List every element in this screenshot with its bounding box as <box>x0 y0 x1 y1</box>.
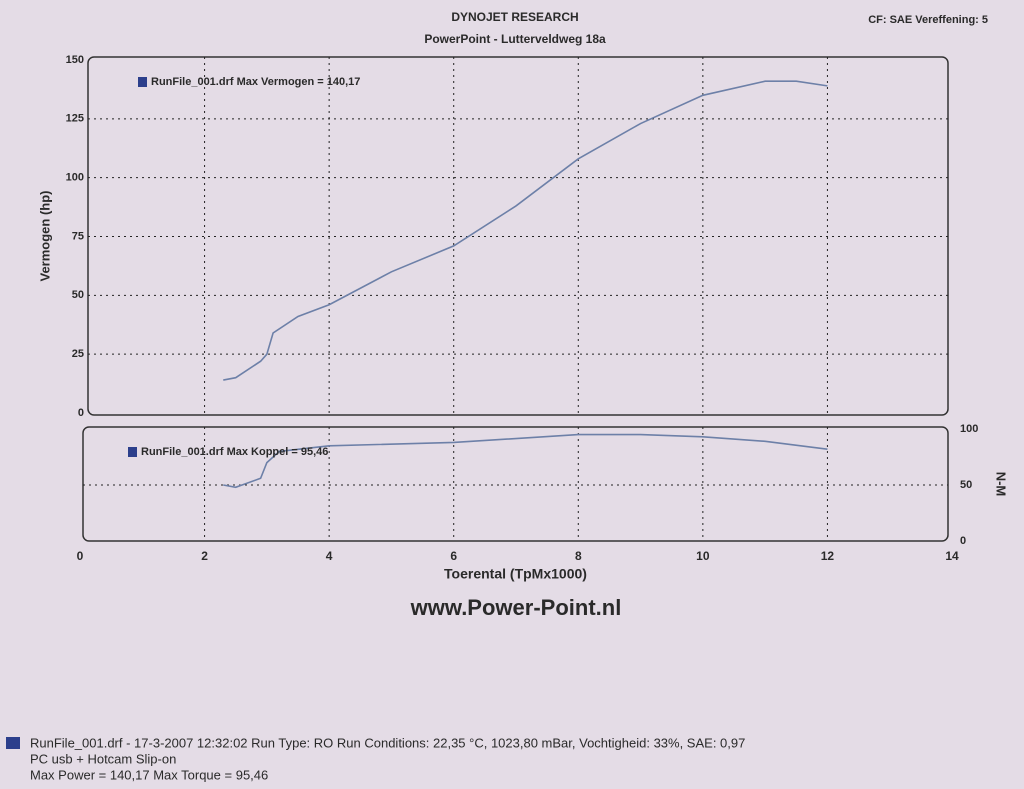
data-line <box>223 80 828 381</box>
y-tick-label: 25 <box>72 348 84 360</box>
y-tick-label: 125 <box>66 113 84 125</box>
x-tick-label: 12 <box>821 549 835 563</box>
x-tick-label: 0 <box>77 549 84 563</box>
footer-line: PC usb + Hotcam Slip-on <box>30 751 176 766</box>
x-tick-label: 4 <box>326 549 333 563</box>
y-tick-label: 75 <box>72 230 84 242</box>
y-tick-label: 100 <box>960 423 978 435</box>
x-tick-label: 14 <box>945 549 959 563</box>
y-tick-label: 100 <box>66 172 84 184</box>
website: www.Power-Point.nl <box>410 595 622 620</box>
header-subtitle: PowerPoint - Lutterveldweg 18a <box>424 32 606 46</box>
legend-swatch <box>138 77 147 87</box>
legend-label: RunFile_001.drf Max Vermogen = 140,17 <box>151 76 360 88</box>
y-tick-label: 50 <box>72 289 84 301</box>
legend-label: RunFile_001.drf Max Koppel = 95,46 <box>141 446 328 458</box>
x-tick-label: 8 <box>575 549 582 563</box>
x-axis-label: Toerental (TpMx1000) <box>444 566 587 582</box>
footer-line: RunFile_001.drf - 17-3-2007 12:32:02 Run… <box>30 735 745 750</box>
legend-swatch <box>128 447 137 457</box>
header-settings: CF: SAE Vereffening: 5 <box>868 14 988 26</box>
y-axis-label: N-M <box>994 472 1009 497</box>
data-line <box>223 433 828 489</box>
footer-swatch <box>6 737 20 749</box>
x-tick-label: 6 <box>450 549 457 563</box>
y-tick-label: 0 <box>78 407 84 419</box>
y-axis-label: Vermogen (hp) <box>37 190 52 281</box>
header-title: DYNOJET RESEARCH <box>451 10 578 24</box>
footer-line: Max Power = 140,17 Max Torque = 95,46 <box>30 767 268 782</box>
y-tick-label: 150 <box>66 54 84 66</box>
y-tick-label: 0 <box>960 535 966 547</box>
y-tick-label: 50 <box>960 479 972 491</box>
plot-area <box>82 426 949 542</box>
x-tick-label: 10 <box>696 549 710 563</box>
plot-area <box>87 56 949 416</box>
x-tick-label: 2 <box>201 549 208 563</box>
